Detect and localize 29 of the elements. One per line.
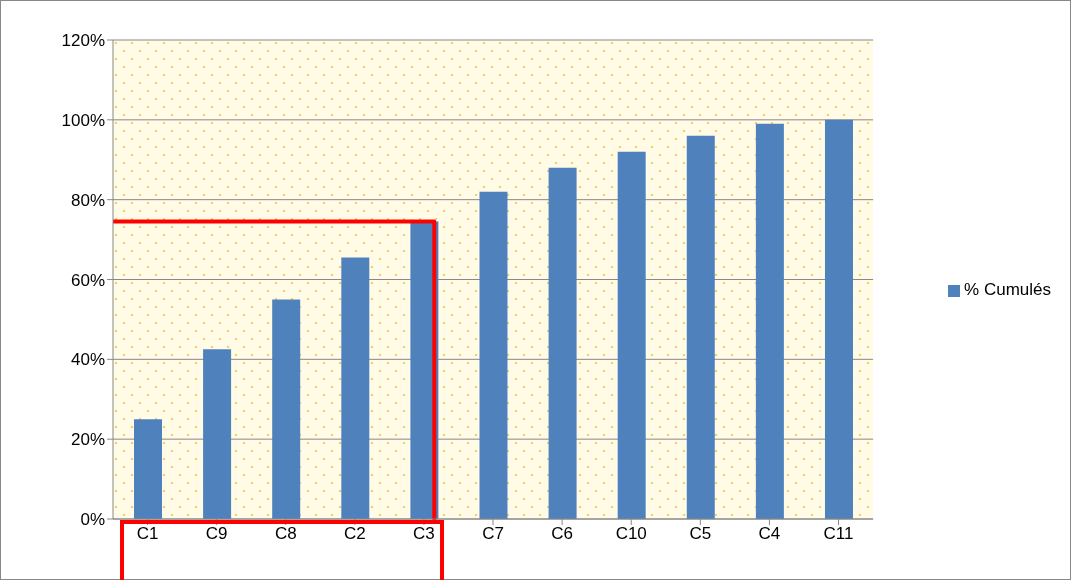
y-tick-label: 0%: [80, 510, 105, 530]
bar: [686, 135, 715, 519]
x-tick-label: C10: [615, 524, 647, 544]
y-tick-label: 120%: [61, 31, 105, 51]
y-tick-label: 80%: [70, 190, 105, 210]
x-tick-label: C2: [343, 524, 366, 544]
x-tick-label: C11: [823, 524, 854, 544]
x-tick-label: C9: [205, 524, 228, 544]
bar: [272, 299, 301, 519]
bar: [755, 123, 784, 519]
x-tick-label: C4: [758, 524, 781, 544]
bar: [548, 167, 577, 519]
bar: [824, 119, 853, 519]
x-tick-label: C7: [482, 524, 504, 544]
bar: [203, 349, 232, 519]
legend-label: % Cumulés: [964, 280, 1051, 299]
x-tick-label: C1: [136, 524, 159, 544]
bar: [341, 257, 370, 519]
y-tick-label: 40%: [70, 350, 105, 370]
y-tick-label: 100%: [61, 110, 105, 130]
x-tick-label: C6: [551, 524, 573, 544]
x-tick-label: C8: [274, 524, 297, 544]
bar: [617, 151, 646, 519]
y-tick-label: 20%: [70, 430, 105, 450]
bar: [134, 419, 162, 519]
y-tick-label: 60%: [70, 270, 105, 290]
bar: [479, 191, 508, 519]
x-tick-label: C5: [689, 524, 712, 544]
x-tick-label: C3: [413, 524, 435, 544]
